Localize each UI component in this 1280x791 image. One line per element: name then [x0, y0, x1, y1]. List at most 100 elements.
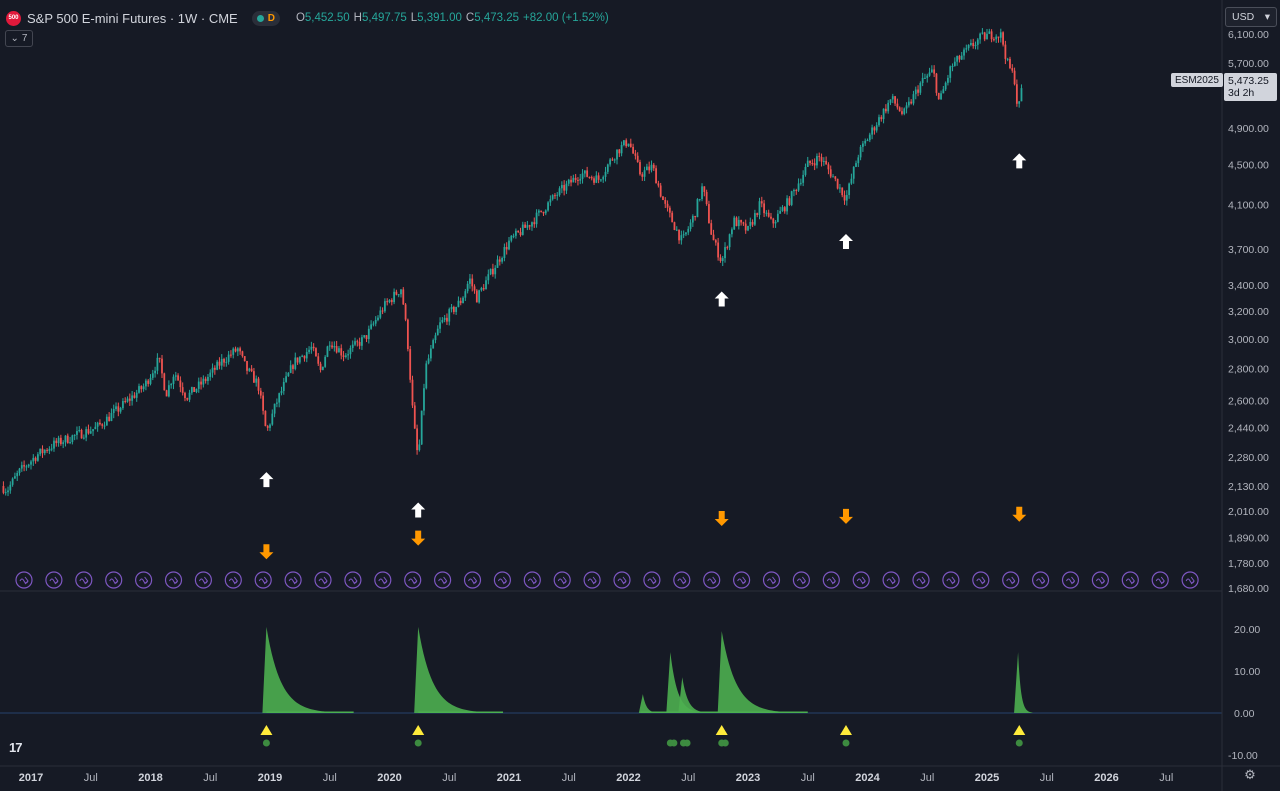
- candle-body: [23, 465, 26, 467]
- cycle-circle-glyph: [169, 576, 179, 585]
- symbol-title[interactable]: S&P 500 E-mini Futures · 1W · CME: [27, 10, 238, 26]
- candle-body: [825, 160, 828, 165]
- candle-body: [230, 354, 232, 356]
- candle-body: [547, 202, 549, 211]
- cycle-circle-glyph: [1125, 576, 1135, 585]
- candle-body: [317, 356, 320, 364]
- time-tick-label: 2017: [19, 772, 43, 784]
- cycle-circle-icon: [523, 571, 541, 589]
- candle-body: [46, 449, 48, 451]
- candle-body: [889, 99, 892, 103]
- candle-body: [526, 225, 529, 228]
- candle-body: [721, 258, 724, 262]
- candle-body: [999, 32, 1002, 38]
- time-tick-label: Jul: [203, 772, 217, 784]
- candle-body: [556, 194, 559, 196]
- candle-body: [574, 177, 577, 180]
- candle-body: [1011, 68, 1014, 71]
- tradingview-logo-icon[interactable]: 17: [9, 740, 23, 755]
- price-tick-label: 1,780.00: [1228, 558, 1269, 570]
- candle-body: [193, 387, 196, 392]
- candle-body: [749, 221, 752, 226]
- candle-body: [799, 182, 802, 184]
- signal-dot: [683, 739, 691, 747]
- candle-body: [698, 199, 701, 201]
- time-tick-label: Jul: [84, 772, 98, 784]
- time-tick-label: Jul: [681, 772, 695, 784]
- time-tick-label: 2023: [736, 772, 760, 784]
- cycle-circle-icon: [762, 571, 781, 589]
- candle-body: [443, 317, 446, 320]
- candle-body: [105, 416, 108, 426]
- candle-body: [349, 347, 352, 355]
- candle-body: [338, 348, 340, 353]
- signal-dot: [670, 739, 678, 747]
- ohlc-close: C5,473.25: [465, 12, 519, 24]
- candle-body: [7, 490, 9, 493]
- candle-body: [69, 442, 71, 444]
- candle-body: [606, 164, 609, 172]
- candle-body: [351, 344, 354, 348]
- cycle-circle-glyph: [19, 576, 29, 585]
- cycle-circle-icon: [194, 571, 212, 589]
- candle-body: [395, 291, 398, 295]
- candle-body: [287, 372, 290, 377]
- candle-body: [871, 127, 873, 135]
- candle-body: [303, 355, 306, 359]
- candle-body: [197, 381, 200, 389]
- gear-icon[interactable]: ⚙: [1244, 767, 1256, 782]
- candle-body: [593, 178, 595, 183]
- candle-body: [184, 392, 186, 399]
- candle-body: [953, 61, 956, 66]
- market-status-pill[interactable]: D: [251, 10, 280, 26]
- candle-body: [475, 290, 478, 303]
- candle-body: [845, 195, 848, 201]
- candle-body: [689, 222, 692, 229]
- indicators-toggle-button[interactable]: ⌄ 7: [5, 30, 33, 47]
- candle-body: [36, 454, 39, 461]
- candle-body: [253, 371, 255, 383]
- price-tick-label: 2,130.00: [1228, 481, 1269, 493]
- cycle-circle-glyph: [49, 576, 59, 585]
- cycle-circle-glyph: [228, 576, 238, 585]
- candle-body: [202, 378, 205, 385]
- candle-body: [979, 33, 982, 40]
- candle-body: [39, 448, 42, 455]
- cycle-circle-icon: [404, 571, 422, 589]
- candle-body: [239, 348, 242, 352]
- candle-body: [128, 398, 131, 401]
- candle-body: [947, 77, 949, 83]
- signal-triangle-icon: [412, 725, 425, 735]
- candle-body: [188, 392, 191, 400]
- cycle-circle-glyph: [438, 576, 448, 585]
- candle-body: [595, 175, 598, 183]
- candle-body: [558, 188, 561, 195]
- cycle-circle-glyph: [677, 576, 687, 585]
- candle-body: [301, 355, 304, 357]
- ohlc-change: +82.00 (+1.52%): [523, 12, 609, 24]
- candle-body: [161, 358, 163, 374]
- candle-body: [367, 328, 370, 340]
- candle-body: [774, 221, 777, 224]
- cycle-circle-icon: [822, 571, 840, 589]
- candle-body: [99, 422, 101, 425]
- candle-body: [246, 361, 248, 371]
- candle-body: [478, 290, 481, 303]
- candle-body: [581, 173, 584, 179]
- sell-arrow-icon: [259, 544, 274, 560]
- price-tick-label: 3,000.00: [1228, 334, 1269, 346]
- candle-body: [11, 478, 14, 485]
- candle-body: [685, 232, 687, 235]
- candle-body: [292, 365, 294, 369]
- candle-body: [680, 235, 683, 241]
- candle-body: [878, 117, 880, 126]
- candle-body: [439, 322, 441, 329]
- candle-body: [898, 107, 901, 112]
- ohlc-low: L5,391.00: [410, 12, 462, 24]
- candle-body: [873, 127, 876, 131]
- currency-select[interactable]: USD ▾: [1225, 7, 1277, 27]
- cycle-circle-glyph: [707, 576, 717, 585]
- candle-body: [200, 381, 202, 385]
- candle-body: [96, 422, 99, 427]
